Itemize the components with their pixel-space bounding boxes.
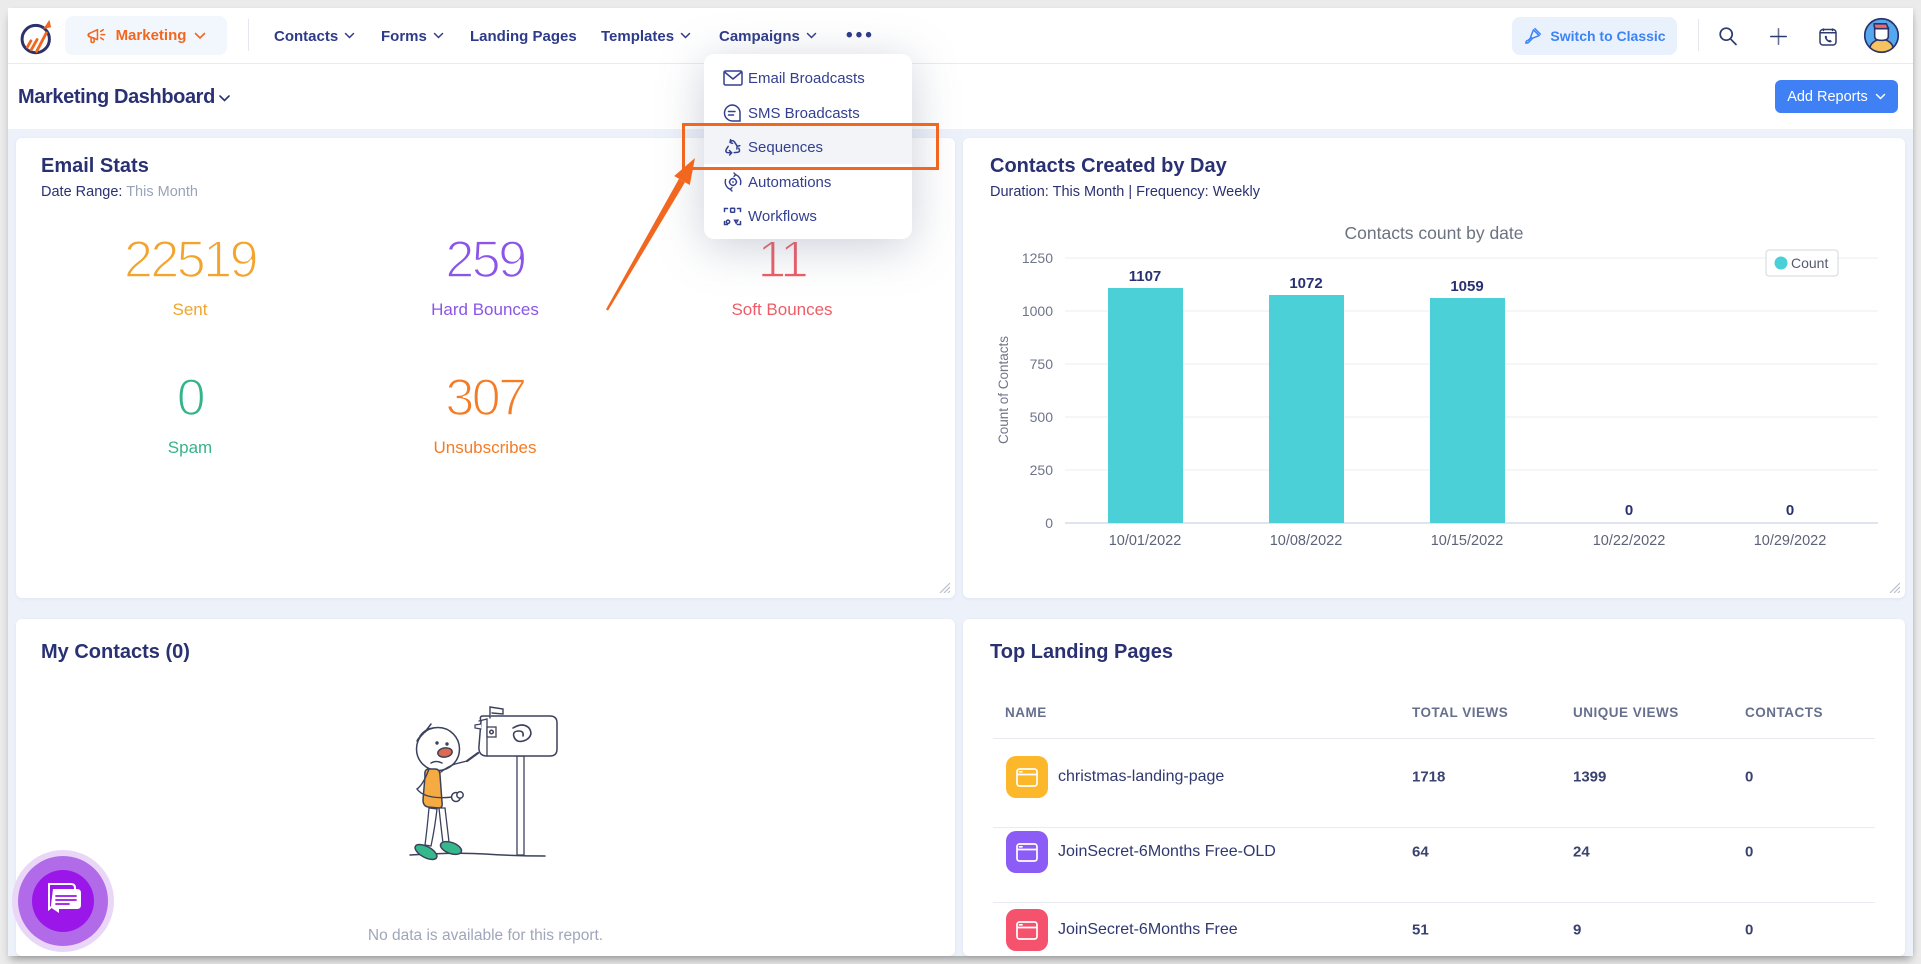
svg-text:10/08/2022: 10/08/2022 — [1270, 533, 1343, 549]
svg-text:10/15/2022: 10/15/2022 — [1431, 533, 1504, 549]
svg-text:0: 0 — [1045, 515, 1053, 531]
svg-text:Count of Contacts: Count of Contacts — [996, 336, 1011, 444]
svg-text:750: 750 — [1030, 356, 1054, 372]
svg-text:10/01/2022: 10/01/2022 — [1109, 533, 1182, 549]
svg-text:10/29/2022: 10/29/2022 — [1754, 533, 1827, 549]
svg-text:250: 250 — [1030, 462, 1054, 478]
svg-text:1059: 1059 — [1450, 278, 1483, 295]
svg-text:1072: 1072 — [1289, 275, 1322, 292]
svg-text:500: 500 — [1030, 409, 1054, 425]
svg-text:10/22/2022: 10/22/2022 — [1593, 533, 1666, 549]
svg-text:1107: 1107 — [1129, 268, 1162, 285]
svg-text:1250: 1250 — [1022, 250, 1053, 266]
svg-text:1000: 1000 — [1022, 303, 1053, 319]
svg-text:Contacts count by date: Contacts count by date — [1345, 223, 1524, 243]
svg-text:0: 0 — [1786, 502, 1794, 519]
svg-text:Count: Count — [1791, 255, 1828, 271]
svg-text:0: 0 — [1625, 502, 1633, 519]
